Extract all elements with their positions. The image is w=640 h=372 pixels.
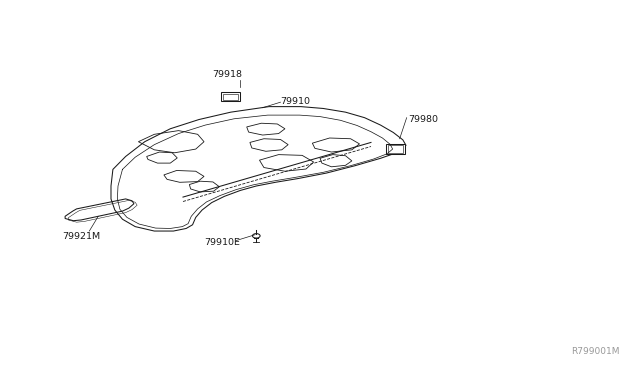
Text: 79910E: 79910E (204, 238, 240, 247)
FancyBboxPatch shape (386, 144, 404, 154)
FancyBboxPatch shape (223, 93, 239, 100)
FancyBboxPatch shape (388, 145, 403, 153)
Text: 79918: 79918 (212, 70, 243, 79)
Text: 79980: 79980 (408, 115, 438, 124)
FancyBboxPatch shape (221, 92, 241, 101)
Text: 79910: 79910 (280, 97, 310, 106)
Text: R799001M: R799001M (571, 347, 620, 356)
Text: 79921M: 79921M (62, 232, 100, 241)
